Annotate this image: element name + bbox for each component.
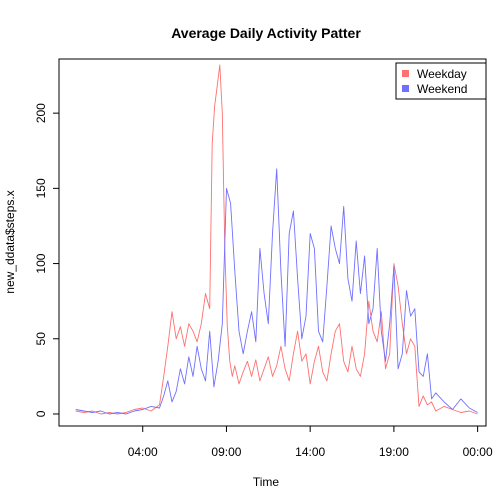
- y-tick-label: 50: [34, 332, 48, 346]
- x-tick-label: 14:00: [295, 445, 325, 459]
- y-tick-label: 200: [34, 103, 48, 123]
- x-tick-label: 00:00: [463, 445, 493, 459]
- x-axis-label: Time: [253, 475, 280, 489]
- y-tick-label: 150: [34, 178, 48, 198]
- legend-swatch-weekday: [402, 70, 409, 77]
- x-tick-label: 09:00: [211, 445, 241, 459]
- x-axis: 04:00 09:00 14:00 19:00 00:00: [128, 426, 493, 459]
- legend-swatch-weekend: [402, 85, 409, 92]
- legend-label-weekend: Weekend: [417, 82, 467, 96]
- legend: Weekday Weekend: [396, 63, 486, 99]
- legend-label-weekday: Weekday: [417, 67, 467, 81]
- x-tick-label: 04:00: [128, 445, 158, 459]
- x-tick-label: 19:00: [379, 445, 409, 459]
- series-line-weekday: [76, 65, 478, 414]
- y-axis-label: new_ddata$steps.x: [3, 190, 17, 293]
- chart-title: Average Daily Activity Patter: [171, 25, 361, 41]
- y-axis: 0 50 100 150 200: [34, 103, 59, 417]
- y-tick-label: 0: [34, 410, 48, 417]
- y-tick-label: 100: [34, 253, 48, 273]
- series-layer: [76, 65, 478, 414]
